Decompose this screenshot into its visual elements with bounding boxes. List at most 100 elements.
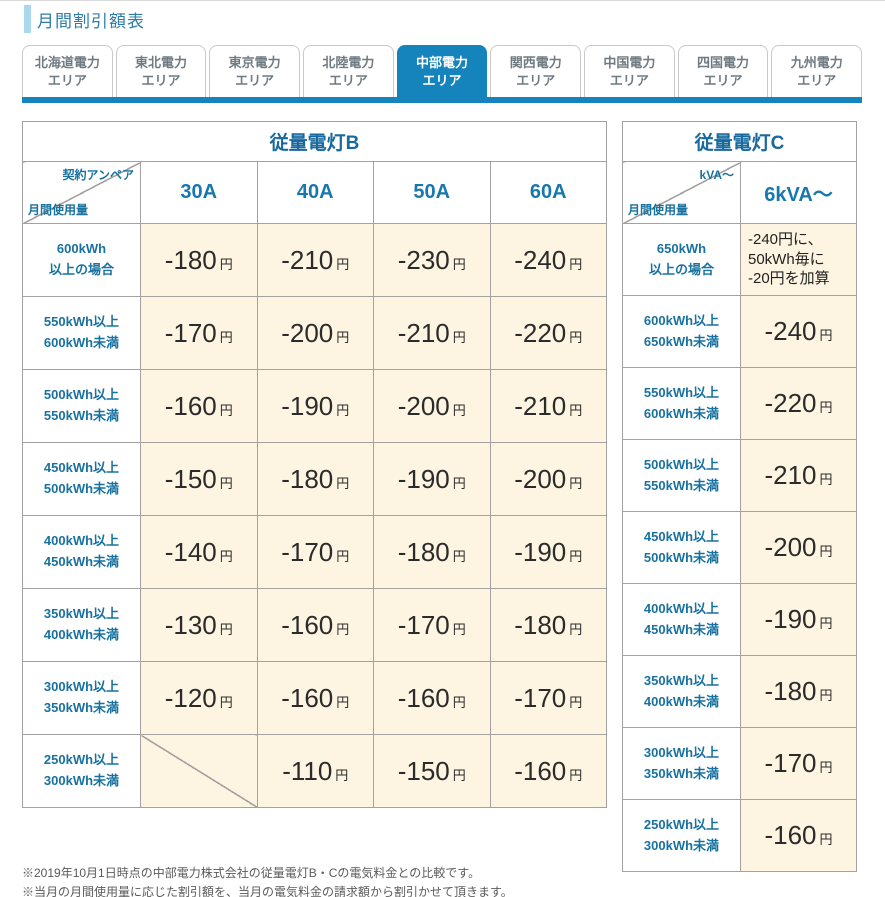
corner-label-kva: kVA～ [699,168,734,182]
discount-cell: -210 円 [373,296,491,370]
row-label: 500kWh以上 550kWh未満 [22,369,141,443]
page-title: 月間割引額表 [24,5,885,33]
corner-label-usage: 月間使用量 [628,203,689,217]
table-row: 550kWh以上 600kWh未満 -220 円 [622,367,857,440]
row-label: 500kWh以上 550kWh未満 [622,439,741,512]
region-tabs: 北海道電力 エリア 東北電力 エリア 東京電力 エリア 北陸電力 エリア 中部電… [22,45,863,103]
discount-cell: -210 円 [489,369,607,443]
discount-cell: -140 円 [140,515,258,589]
corner-label-amps: 契約アンペア [62,168,134,182]
discount-cell: -180 円 [140,223,258,297]
row-label: 650kWh 以上の場合 [622,223,741,296]
discount-cell: -160 円 [256,661,374,735]
discount-cell: -180 円 [373,515,491,589]
column-header-50a: 50A [373,161,491,224]
discount-cell: -200 円 [740,511,857,584]
discount-cell: -210 円 [740,439,857,512]
discount-cell: -190 円 [740,583,857,656]
table-row: 300kWh以上 350kWh未満 -120 円 -160 円 -160 円 -170… [22,661,607,735]
discount-cell: -110 円 [256,734,374,808]
table-c-caption: 従量電灯C [622,121,857,162]
footnote-list: ※2019年10月1日時点の中部電力株式会社の従量電灯B・Cの電気料金との比較で… [22,864,607,897]
row-label: 400kWh以上 450kWh未満 [622,583,741,656]
discount-cell: -160 円 [373,661,491,735]
column-header-30a: 30A [140,161,258,224]
tab-kansai[interactable]: 関西電力 エリア [490,45,582,97]
table-juryo-c: 従量電灯C kVA～ 月間使用量 6kVA～ 650kWh 以上の場合 -240… [622,121,857,872]
corner-label-usage: 月間使用量 [28,203,89,217]
discount-cell: -150 円 [140,442,258,516]
tab-tohoku[interactable]: 東北電力 エリア [115,45,207,97]
discount-cell: -160 円 [740,799,857,872]
discount-cell: -190 円 [489,515,607,589]
discount-cell: -220 円 [740,367,857,440]
row-label: 550kWh以上 600kWh未満 [622,367,741,440]
table-row: 250kWh以上 300kWh未満 -160 円 [622,799,857,872]
column-header-6kva: 6kVA～ [740,161,857,224]
tab-chugoku[interactable]: 中国電力 エリア [584,45,675,97]
row-label: 600kWh 以上の場合 [22,223,141,297]
discount-cell: -130 円 [140,588,258,662]
active-tab-underline [22,97,862,103]
table-row: 300kWh以上 350kWh未満 -170 円 [622,727,857,800]
row-label: 600kWh以上 650kWh未満 [622,295,741,368]
discount-cell: -160 円 [489,734,607,808]
table-row: 550kWh以上 600kWh未満 -170 円 -200 円 -210 円 -220… [22,296,607,370]
tab-shikoku[interactable]: 四国電力 エリア [677,45,769,97]
row-label: 350kWh以上 400kWh未満 [622,655,741,728]
table-caption-row: 従量電灯B [22,121,607,162]
discount-cell: -190 円 [256,369,374,443]
tab-hokuriku[interactable]: 北陸電力 エリア [303,45,394,97]
corner-cell: 契約アンペア 月間使用量 [22,161,141,224]
table-row: 500kWh以上 550kWh未満 -210 円 [622,439,857,512]
row-label: 450kWh以上 500kWh未満 [22,442,141,516]
discount-cell: -160 円 [140,369,258,443]
table-juryo-b: 従量電灯B 契約アンペア 月間使用量 30A 40A 50A 60A 600kW… [22,121,607,808]
page-title-text: 月間割引額表 [37,11,145,31]
footnote-line: ※当月の月間使用量に応じた割引額を、当月の電気料金の請求額から割引かせて頂きます… [22,884,513,897]
table-row: 400kWh以上 450kWh未満 -190 円 [622,583,857,656]
discount-cell: -170 円 [489,661,607,735]
discount-cell: -180 円 [489,588,607,662]
column-header-40a: 40A [256,161,374,224]
row-label: 250kWh以上 300kWh未満 [622,799,741,872]
table-row: 500kWh以上 550kWh未満 -160 円 -190 円 -200 円 -210… [22,369,607,443]
table-row: 400kWh以上 450kWh未満 -140 円 -170 円 -180 円 -190… [22,515,607,589]
row-label: 550kWh以上 600kWh未満 [22,296,141,370]
discount-cell: -240 円 [740,295,857,368]
discount-cell: -120 円 [140,661,258,735]
discount-cell: -200 円 [256,296,374,370]
table-row: 350kWh以上 400kWh未満 -180 円 [622,655,857,728]
discount-cell: -180 円 [256,442,374,516]
title-accent-bar [24,5,31,33]
tab-kyushu[interactable]: 九州電力 エリア [771,45,863,97]
discount-cell: -180 円 [740,655,857,728]
table-b-caption: 従量電灯B [22,121,607,162]
row-label: 450kWh以上 500kWh未満 [622,511,741,584]
row-label: 300kWh以上 350kWh未満 [22,661,141,735]
discount-cell: -230 円 [373,223,491,297]
not-applicable-cell [140,734,258,808]
table-header-row: kVA～ 月間使用量 6kVA～ [622,161,857,224]
discount-cell: -190 円 [373,442,491,516]
table-row: 600kWh 以上の場合 -180 円 -210 円 -230 円 -240 円 [22,223,607,297]
tab-chubu[interactable]: 中部電力 エリア [396,45,488,97]
discount-cell: -220 円 [489,296,607,370]
discount-cell: -170 円 [373,588,491,662]
tab-tokyo[interactable]: 東京電力 エリア [209,45,301,97]
row-label: 400kWh以上 450kWh未満 [22,515,141,589]
table-caption-row: 従量電灯C [622,121,857,162]
column-header-60a: 60A [489,161,607,224]
discount-cell: -170 円 [740,727,857,800]
discount-cell: -210 円 [256,223,374,297]
tables-area: 従量電灯B 契約アンペア 月間使用量 30A 40A 50A 60A 600kW… [22,121,885,872]
discount-cell: -200 円 [489,442,607,516]
row-label: 250kWh以上 300kWh未満 [22,734,141,808]
table-row: 250kWh以上 300kWh未満 -110 円 -150 円 -160 円 [22,734,607,808]
table-row: 350kWh以上 400kWh未満 -130 円 -160 円 -170 円 -180… [22,588,607,662]
table-row: 650kWh 以上の場合 -240円に、 50kWh毎に -20円を加算 [622,223,857,296]
footnote-line: ※2019年10月1日時点の中部電力株式会社の従量電灯B・Cの電気料金との比較で… [22,866,481,880]
row-label: 300kWh以上 350kWh未満 [622,727,741,800]
tab-hokkaido[interactable]: 北海道電力 エリア [22,45,113,97]
